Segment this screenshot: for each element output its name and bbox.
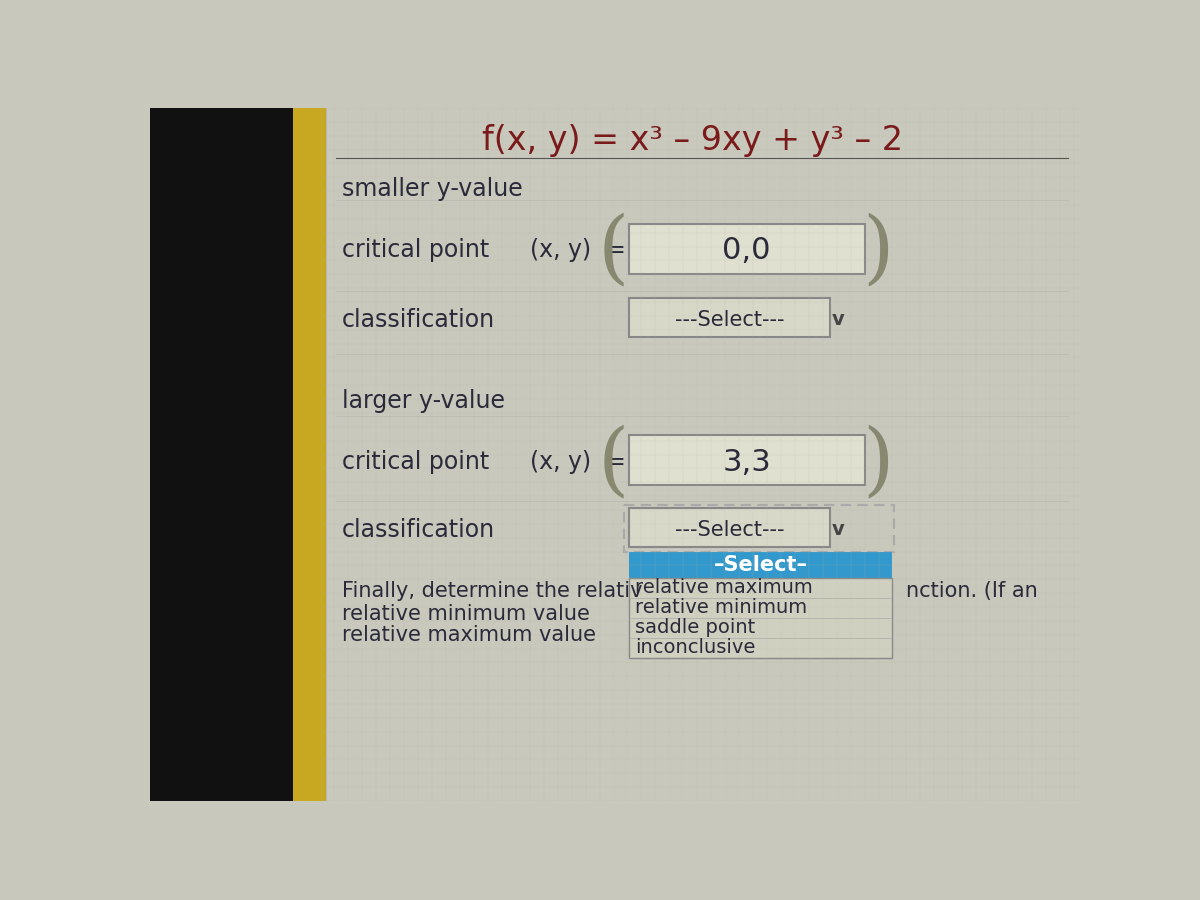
Text: critical point: critical point — [342, 450, 490, 474]
Text: relative minimum: relative minimum — [635, 598, 808, 617]
Text: classification: classification — [342, 518, 496, 542]
Text: (x, y)  =: (x, y) = — [529, 238, 625, 263]
Text: v: v — [832, 520, 845, 539]
Bar — [293, 108, 326, 801]
Bar — [629, 552, 893, 578]
Text: classification: classification — [342, 308, 496, 332]
Bar — [629, 298, 830, 337]
Bar — [629, 223, 865, 274]
Text: relative maximum: relative maximum — [635, 578, 812, 598]
Text: f(x, y) = x³ – 9xy + y³ – 2: f(x, y) = x³ – 9xy + y³ – 2 — [482, 124, 904, 157]
Text: (x, y)  =: (x, y) = — [529, 450, 625, 474]
Bar — [629, 436, 865, 485]
Text: larger y-value: larger y-value — [342, 389, 505, 412]
Text: v: v — [832, 310, 845, 329]
Text: critical point: critical point — [342, 238, 490, 263]
Text: –Select–: –Select– — [714, 554, 808, 574]
Text: ---Select---: ---Select--- — [674, 310, 785, 329]
Bar — [326, 108, 1080, 801]
Text: (: ( — [598, 212, 629, 290]
Text: relative minimum value: relative minimum value — [342, 604, 590, 624]
Text: (: ( — [598, 424, 629, 502]
Text: ---Select---: ---Select--- — [674, 520, 785, 540]
Text: inconclusive: inconclusive — [635, 638, 756, 657]
Bar — [629, 578, 893, 658]
Text: relative maximum value: relative maximum value — [342, 626, 596, 645]
Text: 0,0: 0,0 — [722, 236, 772, 265]
Bar — [629, 508, 830, 547]
Text: smaller y-value: smaller y-value — [342, 176, 523, 201]
Text: ): ) — [863, 212, 894, 290]
Bar — [150, 108, 293, 801]
Text: Finally, determine the relativ: Finally, determine the relativ — [342, 580, 643, 601]
Text: nction. (If an: nction. (If an — [906, 580, 1037, 601]
Text: ): ) — [863, 424, 894, 502]
Text: 3,3: 3,3 — [722, 447, 772, 477]
Text: saddle point: saddle point — [635, 618, 756, 637]
